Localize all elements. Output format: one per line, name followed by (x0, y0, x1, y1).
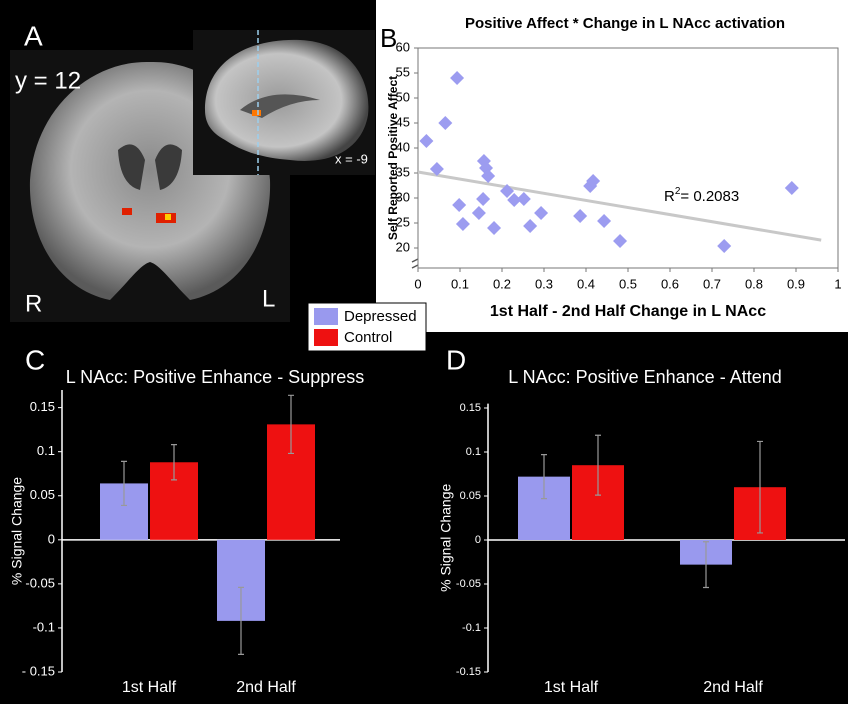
data-point (717, 239, 732, 253)
panel-label: C (25, 344, 45, 375)
sagittal-slice-label: x = -9 (335, 151, 368, 166)
y-axis-label: % Signal Change (9, 477, 25, 585)
y-tick-label: 45 (396, 114, 410, 129)
y-tick-label: 0.15 (30, 399, 55, 414)
x-tick-label: 0.2 (493, 276, 511, 291)
x-tick-label: 2nd Half (236, 679, 296, 696)
hemisphere-right: R (25, 290, 42, 317)
y-tick-label: 0.05 (460, 490, 481, 502)
data-point (429, 162, 444, 176)
panel-label: D (446, 344, 466, 375)
y-tick-label: 40 (396, 139, 410, 154)
error-bar (171, 444, 177, 481)
data-point (586, 174, 601, 188)
x-tick-label: 0.6 (661, 276, 679, 291)
y-tick-label: 0.1 (37, 443, 55, 458)
data-point (516, 192, 531, 206)
chart-title: L NAcc: Positive Enhance - Attend (508, 367, 781, 387)
data-point (419, 134, 434, 148)
data-point (487, 221, 502, 235)
x-tick-label: 0.1 (451, 276, 469, 291)
y-axis-label: Self Reported Positive Affect (386, 76, 400, 240)
chart-title: Positive Affect * Change in L NAcc activ… (465, 15, 785, 32)
x-tick-label: 0.4 (577, 276, 595, 291)
ventricles (118, 144, 182, 190)
legend-label: Control (344, 329, 392, 346)
data-point (438, 116, 453, 130)
data-point (452, 198, 467, 212)
legend-swatch (314, 329, 338, 346)
annotation-sup: 2 (675, 186, 681, 197)
y-tick-label: -0.1 (462, 622, 481, 634)
x-tick-label: 0 (414, 276, 421, 291)
y-tick-label: 60 (396, 39, 410, 54)
data-point (523, 219, 538, 233)
activation (252, 110, 261, 116)
error-bar (238, 586, 244, 655)
data-point (613, 234, 628, 248)
x-tick-label: 0.9 (787, 276, 805, 291)
error-bar (121, 460, 127, 507)
coronal-slice-label: y = 12 (15, 67, 81, 94)
data-point (597, 214, 612, 228)
brain-image: y = 12 x = -9 R L (10, 30, 375, 322)
x-tick-label: 1 (834, 276, 841, 291)
data-point (471, 206, 486, 220)
data-point (573, 209, 588, 223)
y-tick-label: 55 (396, 64, 410, 79)
legend-label: Depressed (344, 308, 417, 325)
y-tick-label: 30 (396, 189, 410, 204)
error-bar (595, 434, 601, 496)
y-tick-label: -0.15 (456, 666, 481, 678)
legend: Depressed Control (307, 302, 427, 352)
error-bar (288, 394, 294, 455)
error-bar (541, 454, 547, 500)
data-point (450, 71, 465, 85)
y-tick-label: 35 (396, 164, 410, 179)
panel-label: A (24, 20, 43, 51)
y-tick-label: -0.05 (456, 578, 481, 590)
y-tick-label: -0.1 (33, 619, 55, 634)
data-point (507, 193, 522, 207)
y-tick-label: 0.05 (30, 487, 55, 502)
x-tick-label: 0.8 (745, 276, 763, 291)
error-bar (703, 541, 709, 589)
x-tick-label: 0.3 (535, 276, 553, 291)
annotation-base: R (664, 188, 675, 205)
x-tick-label: 1st Half (544, 679, 599, 696)
x-axis-label: 1st Half - 2nd Half Change in L NAcc (490, 303, 766, 320)
activation-peak (165, 214, 171, 220)
y-tick-label: 0 (48, 531, 55, 546)
legend-swatch (314, 308, 338, 325)
y-tick-label: 50 (396, 89, 410, 104)
y-tick-label: -0.05 (25, 575, 55, 590)
error-bar (757, 440, 763, 534)
data-point (534, 206, 549, 220)
data-point (500, 184, 515, 198)
annotation-rest: = 0.2083 (680, 188, 739, 205)
hemisphere-left: L (262, 285, 275, 312)
data-point (784, 181, 799, 195)
x-tick-label: 2nd Half (703, 679, 763, 696)
annotation: R2= 0.2083 (664, 186, 739, 205)
y-tick-label: - 0.15 (22, 663, 55, 678)
y-axis-label: % Signal Change (438, 483, 454, 591)
x-tick-label: 0.7 (703, 276, 721, 291)
chart-title: L NAcc: Positive Enhance - Suppress (66, 367, 364, 387)
y-tick-label: 0 (475, 534, 481, 546)
activation (122, 208, 132, 215)
y-tick-label: 0.15 (460, 402, 481, 414)
y-tick-label: 20 (396, 239, 410, 254)
data-point (455, 217, 470, 231)
x-tick-label: 0.5 (619, 276, 637, 291)
y-tick-label: 0.1 (466, 446, 481, 458)
data-point (476, 192, 491, 206)
trendline (417, 170, 822, 242)
data-point (481, 169, 496, 183)
x-tick-label: 1st Half (122, 679, 177, 696)
panel-label: B (380, 23, 397, 53)
y-tick-label: 25 (396, 214, 410, 229)
